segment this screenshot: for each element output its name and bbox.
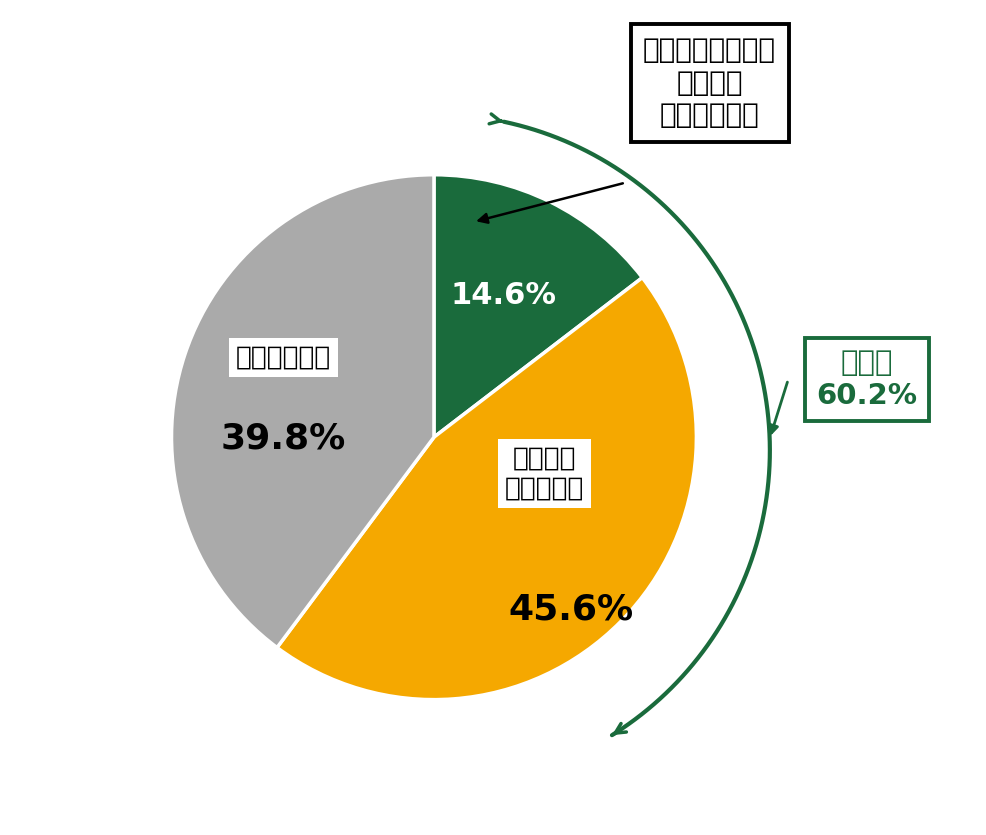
Wedge shape	[172, 175, 434, 647]
Wedge shape	[277, 278, 696, 700]
Text: 45.6%: 45.6%	[508, 592, 633, 626]
Text: 知らなかった: 知らなかった	[236, 345, 331, 371]
Wedge shape	[434, 175, 642, 438]
Text: 何となく
知っていた: 何となく 知っていた	[505, 445, 585, 501]
Text: 39.8%: 39.8%	[221, 422, 346, 456]
Text: よく知っており、
改正案に
注目してきた: よく知っており、 改正案に 注目してきた	[643, 37, 776, 129]
Text: 14.6%: 14.6%	[451, 281, 557, 311]
Text: 認知者
60.2%: 認知者 60.2%	[816, 349, 917, 410]
